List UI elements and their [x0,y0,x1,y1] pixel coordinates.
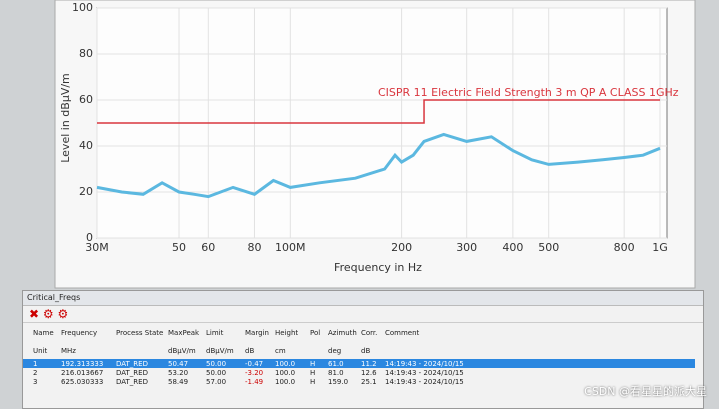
table-cell: H [310,360,316,368]
y-tick-label: 40 [79,139,93,152]
table-cell: 50.00 [206,360,227,368]
x-tick-label: 500 [538,241,559,254]
unit-cell: dB [361,347,371,355]
column-header: Height [275,329,299,337]
x-tick-label: 50 [172,241,186,254]
y-tick-label: 20 [79,185,93,198]
table-cell: 25.1 [361,378,377,386]
table-cell: 50.00 [206,369,227,377]
column-header: Limit [206,329,224,337]
table-cell: H [310,378,316,386]
unit-cell: cm [275,347,286,355]
y-tick-label: 80 [79,47,93,60]
table-cell: 1 [33,360,38,368]
x-tick-label: 80 [247,241,261,254]
table-cell: 61.0 [328,360,344,368]
y-tick-label: 60 [79,93,93,106]
table-cell: 57.00 [206,378,227,386]
x-tick-label: 800 [614,241,635,254]
column-header: Process State [116,329,164,337]
panel-title: Critical_Freqs [23,291,703,306]
series-line [97,99,660,124]
table-cell: 58.49 [168,378,189,386]
table-cell: 100.0 [275,369,296,377]
unit-cell: dB [245,347,255,355]
table-cell: -1.49 [245,378,264,386]
table-cell: DAT_RED [116,369,148,377]
table-cell: 216.013667 [61,369,104,377]
y-axis-label: Level in dBµV/m [59,73,72,163]
table-cell: 12.6 [361,369,377,377]
column-header: Margin [245,329,269,337]
table-cell: 53.20 [168,369,189,377]
x-tick-label: 1G [652,241,668,254]
series-line [96,132,661,199]
x-tick-label: 400 [502,241,523,254]
x-tick-label: 300 [456,241,477,254]
watermark: CSDN @看星星的派大星 [584,385,707,398]
limit-label: CISPR 11 Electric Field Strength 3 m QP … [378,86,679,99]
column-header: Azimuth [328,329,357,337]
column-header: Pol [310,329,321,337]
x-tick-label: 30M [85,241,109,254]
column-header: Name [33,329,54,337]
toolbar[interactable]: ✖ ⚙ ⚙ [23,306,703,323]
column-header: Corr. [361,329,378,337]
table-cell: 50.47 [168,360,189,368]
x-tick-label: 200 [391,241,412,254]
unit-cell: dBµV/m [168,347,196,355]
table-cell: 100.0 [275,360,296,368]
unit-cell: deg [328,347,342,355]
y-tick-label: 0 [86,231,93,244]
critical-freqs-panel: Critical_Freqs ✖ ⚙ ⚙ Name Frequency Proces… [22,290,704,409]
x-tick-label: 60 [201,241,215,254]
unit-cell: MHz [61,347,76,355]
table-cell: 14:19:43 - 2024/10/15 [385,360,464,368]
selected-row[interactable] [23,359,695,368]
chart: Frequency in Hz Level in dBµV/m 0 20 40 60 8… [54,0,696,289]
table-cell: 625.030333 [61,378,104,386]
table-cell: 192.313333 [61,360,104,368]
y-tick-label: 100 [72,1,93,14]
unit-cell: Unit [33,347,48,355]
x-tick-label: 100M [275,241,306,254]
table-cell: 3 [33,378,38,386]
table-cell: 14:19:43 - 2024/10/15 [385,369,464,377]
table-cell: 14:19:43 - 2024/10/15 [385,378,464,386]
table-cell: H [310,369,316,377]
x-axis-label: Frequency in Hz [334,261,422,274]
column-header: Frequency [61,329,98,337]
table-cell: 159.0 [328,378,349,386]
table-cell: 81.0 [328,369,344,377]
table-cell: 2 [33,369,38,377]
table-cell: -3.20 [245,369,264,377]
table-cell: 100.0 [275,378,296,386]
table-cell: DAT_RED [116,360,148,368]
unit-cell: dBµV/m [206,347,234,355]
table-cell: 11.2 [361,360,377,368]
table-cell: -0.47 [245,360,264,368]
column-header: MaxPeak [168,329,200,337]
column-header: Comment [385,329,420,337]
table-cell: DAT_RED [116,378,148,386]
